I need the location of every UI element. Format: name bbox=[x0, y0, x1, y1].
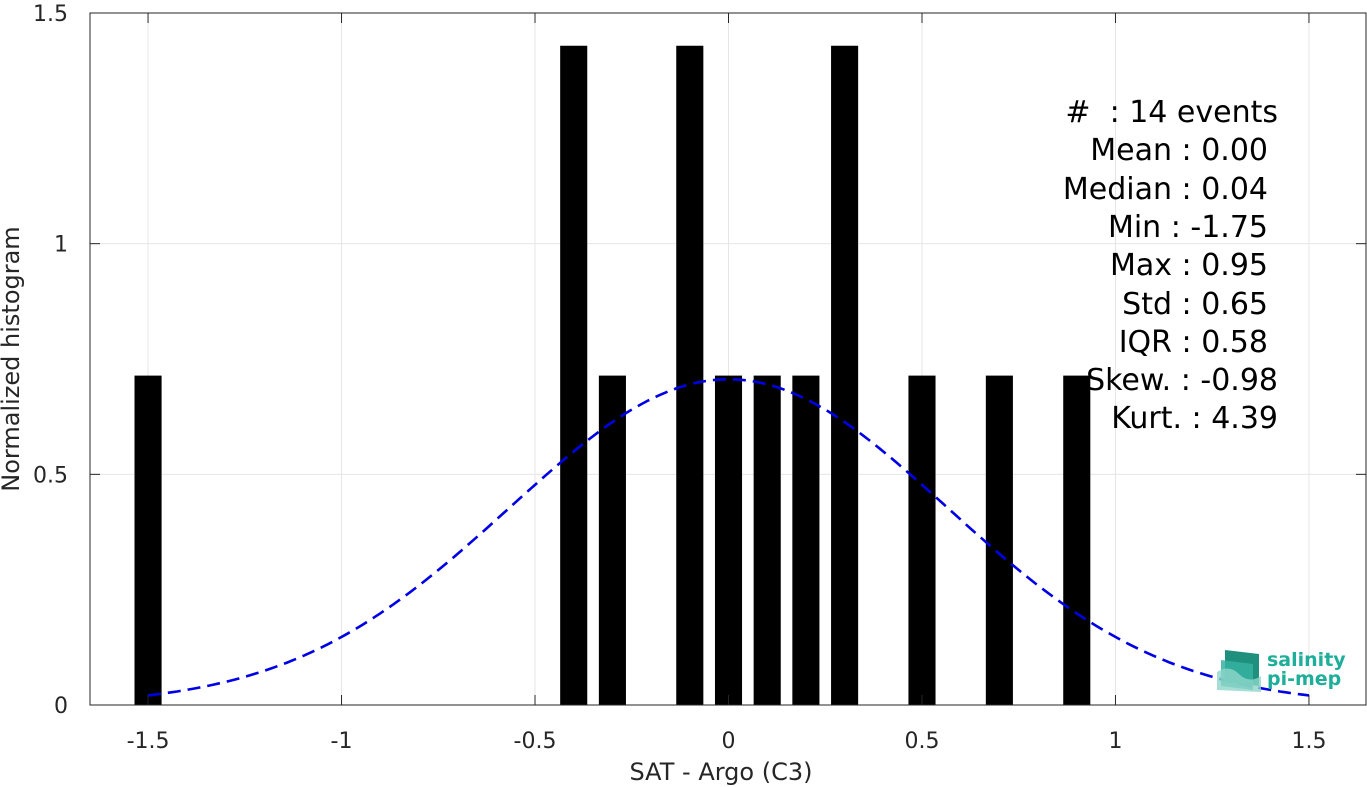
y-tick-label: 0 bbox=[54, 694, 68, 719]
histogram-bar bbox=[908, 375, 936, 705]
histogram-bar bbox=[1063, 375, 1091, 705]
x-tick-label: 1 bbox=[1108, 729, 1122, 754]
histogram-bar bbox=[792, 375, 820, 705]
histogram-bar bbox=[985, 375, 1013, 705]
histogram-bar bbox=[714, 375, 743, 705]
x-tick-label: 0 bbox=[722, 729, 736, 754]
x-tick-label: -1.5 bbox=[127, 729, 170, 754]
logo-text-salinity: salinity bbox=[1267, 649, 1346, 671]
y-axis-label: Normalized histogram bbox=[0, 226, 25, 491]
logo-text-pimep: pi-mep bbox=[1267, 668, 1342, 690]
salinity-pi-mep-logo: salinity pi-mep bbox=[1215, 646, 1355, 696]
histogram-bar bbox=[676, 45, 704, 706]
histogram-bars bbox=[134, 45, 1091, 706]
y-tick-label: 0.5 bbox=[33, 463, 68, 488]
y-tick-labels: 0 0.5 1 1.5 bbox=[33, 2, 68, 719]
stat-line: Skew. : -0.98 bbox=[1086, 363, 1278, 399]
stat-line: # : 14 events bbox=[1065, 95, 1278, 130]
stat-line: Std : 0.65 bbox=[1122, 286, 1268, 322]
stat-line: Kurt. : 4.39 bbox=[1111, 401, 1278, 437]
y-tick-label: 1.5 bbox=[33, 2, 68, 27]
stat-line: Median : 0.04 bbox=[1062, 171, 1268, 207]
wave-logo-icon bbox=[1217, 650, 1261, 692]
histogram-bar bbox=[598, 375, 626, 705]
y-tick-label: 1 bbox=[54, 233, 68, 258]
histogram-bar bbox=[560, 45, 588, 706]
stat-line: Mean : 0.00 bbox=[1090, 133, 1268, 169]
normal-fit-curve bbox=[147, 377, 1310, 697]
x-axis-label: SAT - Argo (C3) bbox=[630, 758, 813, 786]
x-tick-labels: -1.5 -1 -0.5 0 0.5 1 1.5 bbox=[127, 729, 1327, 754]
histogram-bar bbox=[831, 45, 859, 706]
x-tick-label: -1 bbox=[331, 729, 353, 754]
stat-line: Max : 0.95 bbox=[1110, 248, 1268, 284]
x-tick-label: 0.5 bbox=[904, 729, 939, 754]
x-tick-label: -0.5 bbox=[514, 729, 557, 754]
histogram-bar bbox=[134, 375, 162, 705]
stat-line: IQR : 0.58 bbox=[1118, 324, 1268, 360]
stat-line: Min : -1.75 bbox=[1107, 209, 1268, 245]
axes-box bbox=[89, 12, 1367, 706]
histogram-bar bbox=[753, 375, 781, 705]
x-tick-label: 1.5 bbox=[1291, 729, 1326, 754]
